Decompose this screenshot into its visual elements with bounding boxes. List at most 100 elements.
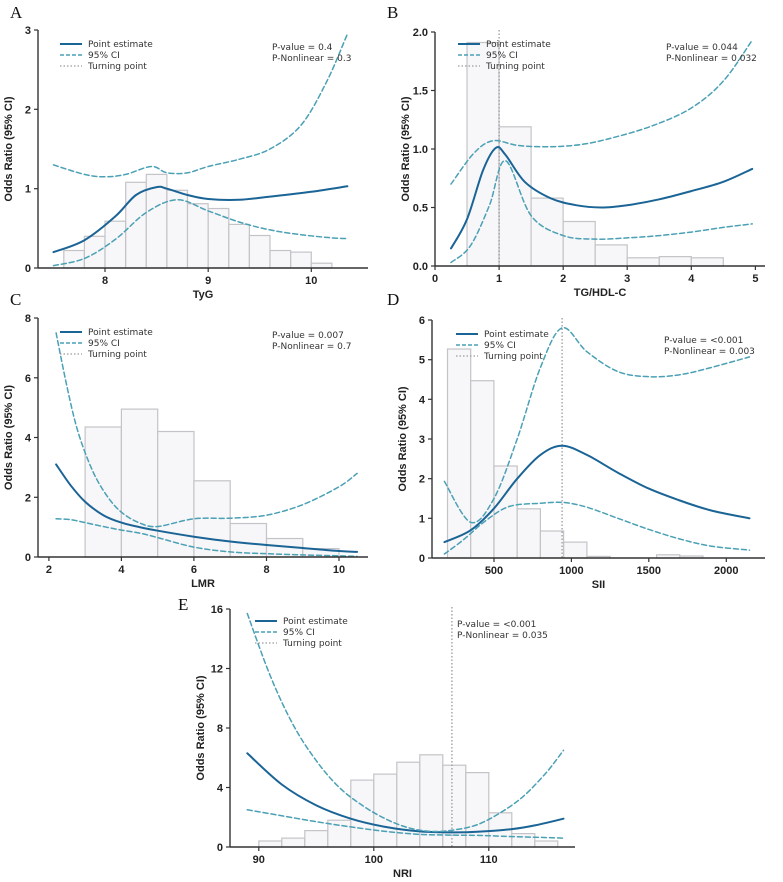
panel-a-histogram-bar	[269, 249, 292, 269]
panel-a-y-axis-label: Odds Ratio (95% CI)	[3, 96, 15, 201]
panel-c-legend-point-estimate-label: Point estimate	[88, 328, 153, 338]
panel-a-histogram-bar	[228, 223, 251, 269]
panel-d-x-tick-label: 1000	[559, 565, 583, 577]
panel-a-histogram-bar	[83, 235, 106, 269]
panel-c-histogram-bar	[120, 408, 159, 558]
panel-e-point-estimate-line	[246, 752, 565, 834]
panel-b-y-tick-label: 1.5	[413, 86, 428, 98]
panel-e-histogram-bar	[304, 829, 329, 848]
panel-e-letter: E	[178, 595, 188, 614]
panel-c-x-axis-label: LMR	[191, 578, 215, 590]
panel-b-histogram-bar	[594, 244, 628, 267]
panel-a-plot: 0 1 2 3 8 9 10 TyG Odds Ratio (95% CI) Point esti…	[3, 25, 368, 301]
panel-e-histogram-bar	[373, 773, 398, 848]
panel-e-y-tick-label: 16	[211, 604, 223, 616]
panel-c-letter: C	[10, 290, 21, 309]
panel-c-histogram-bar	[84, 426, 122, 558]
panel-e-legend-turning-point-label: Turning point	[282, 639, 342, 649]
panel-e-ci-lower-line	[246, 809, 565, 839]
panel-b-legend-point-estimate-label: Point estimate	[486, 40, 551, 50]
panel-b-x-tick-label: 3	[624, 273, 630, 285]
panel-e-y-axis-label: Odds Ratio (95% CI)	[195, 675, 207, 780]
panel-a-histogram-bar	[248, 234, 271, 269]
panel-e-y-tick-label: 12	[211, 664, 223, 676]
panel-c-legend-turning-point-label: Turning point	[87, 350, 147, 360]
panel-d-plot: 0 1 2 3 4 5 6 500 1000 1500 2000 SII Odds Ratio (95%…	[397, 315, 765, 591]
panel-b-p-nonlinear: P-Nonlinear = 0.032	[666, 54, 757, 64]
panel-b-x-tick-label: 0	[432, 273, 438, 285]
panel-c-p-value: P-value = 0.007	[272, 331, 344, 341]
panel-c-x-tick-label: 10	[333, 564, 345, 576]
panel-d-histogram-bar	[516, 508, 542, 559]
panel-a-y-tick-label: 1	[25, 184, 31, 196]
panel-c-histogram-bar	[229, 522, 268, 558]
panel-d-histogram-bar	[446, 348, 472, 559]
panel-b-x-axis-label: TG/HDL-C	[574, 287, 627, 299]
panel-d: D 0 1 2 3 4 5 6 500 1000 1500 2000 SII Odds Ratio (9…	[387, 290, 765, 591]
panel-d-p-value: P-value = <0.001	[664, 336, 743, 346]
panel-b-y-tick-label: 1.0	[413, 144, 428, 156]
panel-b-histogram-bar	[690, 257, 724, 267]
panel-b-histogram-bar	[562, 220, 596, 267]
panel-a-p-value: P-value = 0.4	[272, 43, 333, 53]
panel-c-y-axis-label: Odds Ratio (95% CI)	[3, 385, 15, 490]
panel-d-histogram-bar	[470, 380, 495, 559]
panel-e-legend-point-estimate-label: Point estimate	[283, 617, 348, 627]
panel-e-x-tick-label: 100	[365, 854, 383, 866]
panel-e-y-tick-label: 8	[217, 723, 223, 735]
panel-c-ci-lower-line	[55, 518, 358, 558]
panel-b: B 0.0 0.5 1.0 1.5 2.0 0 1 2 3 4 5 TG/HDL-C Odds Rati…	[387, 3, 765, 299]
panel-d-y-tick-label: 3	[419, 434, 425, 446]
panel-a-point-estimate-line	[52, 185, 349, 254]
panel-b-legend-ci-label: 95% CI	[486, 51, 518, 61]
panel-c-y-tick-label: 6	[25, 373, 31, 385]
panel-a-ci-lower-line	[52, 199, 349, 267]
panel-e-ci-upper-line	[246, 612, 565, 833]
panel-b-x-tick-label: 1	[496, 273, 502, 285]
panel-a: A 0 1 2 3 8 9 10 TyG Odds Ratio (95% CI) Point es…	[3, 3, 368, 301]
panel-a-p-nonlinear: P-Nonlinear = 0.3	[272, 54, 351, 64]
panel-b-histogram-bar	[498, 126, 532, 267]
panel-d-x-axis-label: SII	[592, 579, 605, 591]
panel-d-x-tick-label: 1500	[637, 565, 661, 577]
panel-b-plot: 0.0 0.5 1.0 1.5 2.0 0 1 2 3 4 5 TG/HDL-C Odds Ratio …	[400, 27, 765, 299]
panel-d-p-nonlinear: P-Nonlinear = 0.003	[664, 347, 755, 357]
panel-c-x-tick-label: 8	[263, 564, 269, 576]
panel-e-y-tick-label: 4	[217, 783, 224, 795]
panel-a-letter: A	[10, 3, 23, 22]
panel-a-ci-upper-line	[52, 33, 349, 178]
panel-d-y-tick-label: 5	[419, 355, 425, 367]
panel-a-x-tick-label: 10	[305, 275, 317, 287]
panel-d-ci-upper-line	[443, 327, 751, 524]
panel-d-letter: D	[387, 290, 399, 309]
panel-b-x-tick-label: 5	[752, 273, 758, 285]
panel-b-x-tick-label: 4	[688, 273, 695, 285]
panel-b-ci-upper-line	[450, 39, 753, 185]
panel-b-x-tick-label: 2	[560, 273, 566, 285]
panel-e-histogram-bar	[281, 837, 306, 848]
panel-a-histogram-bar	[186, 203, 209, 269]
panel-d-histogram-bar	[539, 530, 565, 559]
panel-b-histogram-bar	[626, 257, 660, 267]
panel-e: E 0 4 8 12 16 90 100 110 NRI Odds Ratio (95% CI) P…	[178, 595, 575, 880]
panel-d-y-axis-label: Odds Ratio (95% CI)	[397, 386, 409, 491]
panel-e-histogram-bar	[511, 832, 536, 848]
panel-e-p-value: P-value = <0.001	[457, 620, 536, 630]
panel-a-histogram-bar	[166, 189, 189, 269]
panel-d-y-tick-label: 0	[419, 553, 425, 565]
panel-b-ci-lower-line	[450, 159, 753, 264]
panel-c-x-tick-label: 6	[191, 564, 197, 576]
panel-e-x-tick-label: 110	[480, 854, 498, 866]
panel-b-p-value: P-value = 0.044	[666, 43, 738, 53]
panel-e-plot: 0 4 8 12 16 90 100 110 NRI Odds Ratio (95% CI) Poi…	[195, 604, 575, 880]
panel-d-legend-ci-label: 95% CI	[484, 341, 516, 351]
panel-b-legend-turning-point-label: Turning point	[485, 62, 545, 72]
panel-d-y-tick-label: 6	[419, 315, 425, 327]
panel-e-histogram-bar	[258, 840, 283, 848]
panel-c-x-tick-label: 4	[118, 564, 125, 576]
panel-e-p-nonlinear: P-Nonlinear = 0.035	[457, 631, 548, 641]
panel-d-legend-turning-point-label: Turning point	[483, 352, 543, 362]
panel-e-legend-ci-label: 95% CI	[283, 628, 315, 638]
panel-a-legend-point-estimate-label: Point estimate	[88, 40, 153, 50]
